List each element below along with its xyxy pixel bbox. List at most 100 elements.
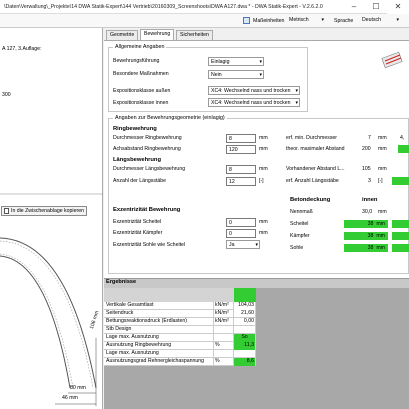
ring-spacing-unit: mm — [259, 146, 268, 152]
table-row: Lage max. Ausnutzung — [104, 350, 256, 358]
chevron-down-icon: ▾ — [396, 17, 399, 23]
dimension-80: 80 mm — [70, 385, 86, 391]
general-group-title: Allgemeine Angaben — [113, 44, 167, 50]
table-row: Vertikale Gesamtlast kN/m² 104,03 — [104, 302, 256, 310]
cover-crown-status — [392, 220, 409, 228]
table-row: Ausnutzungsgrad Rehnergleichaspannung % … — [104, 358, 256, 366]
copy-to-clipboard-button[interactable]: In die Zwischenablage kopieren — [1, 206, 87, 216]
ring-spacing-label: Achsabstand Ringbewehrung — [113, 146, 181, 152]
clipboard-icon — [4, 208, 9, 214]
cover-heading: Betondeckung — [290, 197, 331, 203]
norm-text: A 127, 3.Auflage: — [2, 46, 42, 52]
cover-column-innen: innen — [362, 197, 378, 203]
cover-invert-status — [392, 244, 409, 252]
results-table-header — [104, 288, 256, 302]
table-row: Seitendruck kN/m² 21,60 — [104, 310, 256, 318]
long-diameter-input[interactable]: 8 — [226, 165, 256, 174]
ecc-springer-input[interactable]: 0 — [226, 229, 256, 238]
reinforcement-preview-icon — [381, 51, 403, 69]
long-count-label: Anzahl der Längsstäbe — [113, 178, 167, 184]
long-diameter-label: Durchmesser Längsbewehrung — [113, 166, 186, 172]
general-label-3: Expositionsklasse außen — [113, 88, 171, 94]
required-count-status — [392, 177, 409, 185]
language-select[interactable]: Deutsch ▾ — [362, 17, 399, 23]
units-label: Maßeinheiten — [253, 18, 285, 24]
long-diameter-unit: mm — [259, 166, 268, 172]
ring-diameter-label: Durchmesser Ringbewehrung — [113, 135, 182, 141]
chevron-down-icon: ▾ — [259, 59, 262, 65]
table-row: Ausnutzung Ringbewehrung % 11,3 — [104, 342, 256, 350]
table-row: Stb Design — [104, 326, 256, 334]
left-value-text: 300 — [2, 92, 11, 98]
cover-springer-value: 38 mm — [344, 232, 388, 240]
general-label-1: Bewehrungsführung — [113, 58, 160, 64]
chevron-down-icon: ▾ — [295, 88, 298, 94]
cover-crown-value: 38 mm — [344, 220, 388, 228]
tab-geometrie[interactable]: Geometrie — [106, 30, 139, 40]
required-count-unit: [-] — [378, 178, 383, 184]
window-title: \Daten\Verwaltung\_Projekte\14 DWA Stati… — [4, 4, 323, 10]
max-spacing-status — [398, 145, 409, 153]
cover-springer-status — [392, 232, 409, 240]
pipe-cross-section — [0, 193, 103, 406]
existing-spacing-value: 105 — [362, 166, 371, 172]
max-spacing-value: 200 — [362, 146, 371, 152]
existing-spacing-unit: mm — [378, 166, 387, 172]
min-diameter-extra: 4, — [400, 135, 405, 141]
results-header — [104, 278, 409, 288]
ecc-springer-unit: mm — [259, 230, 268, 236]
ring-heading: Ringbewehrung — [113, 126, 157, 132]
ring-spacing-input[interactable]: 120 — [226, 145, 256, 154]
title-bar: \Daten\Verwaltung\_Projekte\14 DWA Stati… — [0, 0, 409, 14]
ecc-springer-label: Exzentrizität Kämpfer — [113, 230, 163, 236]
max-spacing-label: theor. maximaler Abstand — [286, 146, 345, 152]
required-count-value: 3 — [368, 178, 371, 184]
toolbar: Maßeinheiten Metrisch ▾ Sprache Deutsch ▾ — [0, 14, 409, 28]
units-select[interactable]: Metrisch ▾ — [289, 17, 324, 23]
ecc-invert-label: Exzentrizität Sohle wie Scheitel — [113, 242, 186, 248]
long-count-input[interactable]: 12 — [226, 177, 256, 186]
table-row: Lage max. Ausnutzung So — [104, 334, 256, 342]
min-diameter-value: 7 — [368, 135, 371, 141]
cover-crown-label: Scheitel — [290, 221, 309, 227]
ecc-crown-input[interactable]: 0 — [226, 218, 256, 227]
general-label-2: Besondere Maßnahmen — [113, 71, 169, 77]
close-icon[interactable]: ✕ — [387, 0, 409, 14]
ring-diameter-unit: mm — [259, 135, 268, 141]
chevron-down-icon: ▾ — [255, 242, 258, 248]
nennmass-label: Nennmaß — [290, 209, 313, 215]
units-icon — [243, 17, 250, 24]
min-diameter-unit: mm — [378, 135, 387, 141]
ecc-crown-unit: mm — [259, 219, 268, 225]
ecc-crown-label: Exzentrizität Scheitel — [113, 219, 162, 225]
general-group — [108, 47, 308, 112]
tab-sicherheiten[interactable]: Sicherheiten — [176, 30, 213, 40]
bewehrungsfuehrung-select[interactable]: Einlagig ▾ — [208, 57, 264, 66]
eccentricity-heading: Exzentrizität Bewehrung — [113, 207, 181, 213]
exposition-aussen-select[interactable]: XC4: Wechselnd nass und trocken ▾ — [208, 86, 300, 95]
chevron-down-icon: ▾ — [259, 72, 262, 78]
results-header-status — [234, 288, 256, 302]
exposition-innen-select[interactable]: XC4: Wechselnd nass und trocken ▾ — [208, 98, 300, 107]
results-title: Ergebnisse — [106, 279, 137, 285]
chevron-down-icon: ▾ — [295, 100, 298, 106]
required-count-label: erf. Anzahl Längsstäbe — [286, 178, 339, 184]
cover-invert-label: Sohle — [290, 245, 304, 251]
results-table: Vertikale Gesamtlast kN/m² 104,03 Seiten… — [104, 302, 256, 366]
ring-diameter-input[interactable]: 8 — [226, 134, 256, 143]
min-diameter-label: erf. min. Durchmesser — [286, 135, 338, 141]
chevron-down-icon: ▾ — [321, 17, 324, 23]
minimize-icon[interactable]: – — [351, 2, 357, 11]
long-heading: Längsbewehrung — [113, 157, 161, 163]
table-row: Bettungsreaktionsdruck (Erdlasten) kN/m²… — [104, 318, 256, 326]
existing-spacing-label: Vorhandener Abstand L... — [286, 166, 345, 172]
besondere-massnahmen-select[interactable]: Nein ▾ — [208, 70, 264, 79]
ecc-invert-select[interactable]: Ja ▾ — [226, 240, 260, 249]
tab-bewehrung[interactable]: Bewehrung — [140, 29, 175, 40]
general-label-4: Expositionsklasse innen — [113, 100, 169, 106]
left-panel: A 127, 3.Auflage: 300 In die Zwischenabl… — [0, 28, 103, 409]
maximize-icon[interactable]: ☐ — [372, 2, 380, 11]
max-spacing-unit: mm — [378, 146, 387, 152]
cover-springer-label: Kämpfer — [290, 233, 310, 239]
nennmass-unit: mm — [378, 209, 387, 215]
